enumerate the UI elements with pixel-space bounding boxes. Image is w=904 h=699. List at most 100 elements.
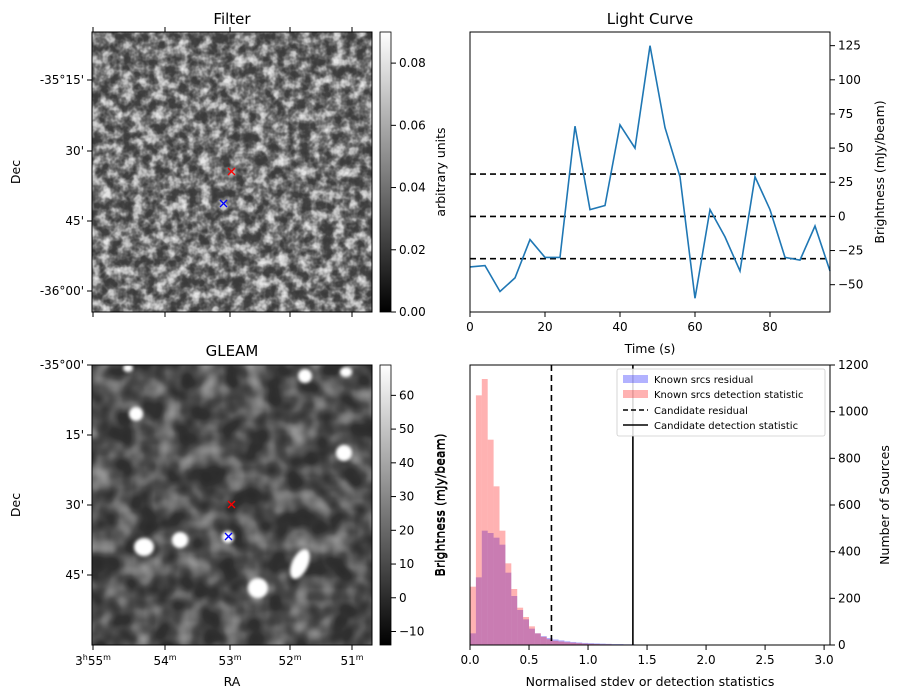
histogram-bar-detection <box>505 563 512 645</box>
filter-panel: Filter -35°15' 30' 45' -36°00' Dec 0.00 0.02… <box>8 10 448 319</box>
legend-label-candidate-residual: Candidate residual <box>654 406 748 417</box>
legend-label-residual: Known srcs residual <box>654 375 753 386</box>
light-curve-y-tick-label: 125 <box>838 39 861 53</box>
histogram-x-tick-label: 2.0 <box>697 653 716 667</box>
gleam-x-tick-label: 3h55m <box>75 653 111 668</box>
histogram-bar-residual <box>570 641 577 645</box>
histogram-bar-residual <box>475 577 482 645</box>
light-curve-x-tick-label: 80 <box>762 320 777 334</box>
filter-colorbar-ticks: 0.00 0.02 0.04 0.06 0.08 <box>391 56 426 319</box>
gleam-y-tick-label: 15' <box>65 428 84 442</box>
histogram-bar-residual <box>546 638 553 645</box>
gleam-colorbar-tick-label: 40 <box>399 456 414 470</box>
histogram-bar-detection <box>588 643 594 645</box>
filter-y-tick-label: 30' <box>65 144 84 158</box>
light-curve-xlabel: Time (s) <box>624 341 676 356</box>
histogram-y-ticks: 0 200 400 600 800 1000 1200 <box>830 358 869 652</box>
filter-colorbar-tick-label: 0.08 <box>399 56 426 70</box>
gleam-sources <box>123 364 352 598</box>
histogram-bar-residual <box>582 642 589 645</box>
legend-label-candidate-detection: Candidate detection statistic <box>654 421 798 432</box>
gleam-colorbar-tick-label: −10 <box>399 625 424 639</box>
histogram-panel: 0.0 0.5 1.0 1.5 2.0 2.5 3.0 0 200 400 600 800 1000 1… <box>432 358 892 689</box>
histogram-bar-residual <box>517 610 524 645</box>
gleam-x-tick-label: 53m <box>218 653 241 668</box>
histogram-bar-detection <box>517 607 524 645</box>
histogram-x-tick-label: 2.5 <box>756 653 775 667</box>
gleam-x-tick-label: 51m <box>340 653 363 668</box>
histogram-bar-detection <box>546 639 553 645</box>
histogram-bar-residual <box>505 572 512 645</box>
histogram-ylabel-right: Number of Sources <box>877 445 892 565</box>
histogram-bar-detection <box>475 395 482 645</box>
gleam-panel: GLEAM -35°00' 15' 30' 45' 3h55m 54m 53m 52m 51m… <box>8 342 448 689</box>
histogram-x-tick-label: 0.0 <box>460 653 479 667</box>
histogram-y-tick-label: 1000 <box>838 405 869 419</box>
histogram-bar-detection <box>564 642 571 645</box>
histogram-x-tick-label: 1.0 <box>578 653 597 667</box>
light-curve-x-tick-label: 60 <box>687 320 702 334</box>
gleam-title: GLEAM <box>206 342 259 360</box>
histogram-bar-detection <box>499 530 506 645</box>
histogram-bar-detection <box>534 633 541 645</box>
gleam-source <box>172 532 188 548</box>
histogram-bar-residual <box>576 642 583 645</box>
histogram-bar-detection <box>558 641 565 645</box>
gleam-source <box>298 369 312 383</box>
histogram-legend: Known srcs residual Known srcs detection… <box>616 368 826 437</box>
histogram-bar-detection <box>493 486 500 645</box>
gleam-blue-marker <box>224 532 233 541</box>
gleam-colorbar-tick-label: 20 <box>399 523 414 537</box>
histogram-y-tick-label: 600 <box>838 498 861 512</box>
light-curve-panel: Light Curve 0 20 40 60 80 −50 −25 0 25 50 75 100 12… <box>466 10 887 356</box>
light-curve-frame <box>469 31 831 313</box>
histogram-y-tick-label: 0 <box>838 638 846 652</box>
gleam-colorbar-label: Brightness (mJy/beam) <box>433 433 448 576</box>
filter-colorbar-tick-label: 0.06 <box>399 118 426 132</box>
gleam-x-ticks: 3h55m 54m 53m 52m 51m <box>75 645 364 668</box>
gleam-colorbar-ticks: −10 0 10 20 30 40 50 60 <box>391 388 424 639</box>
histogram-bar-detection <box>470 586 476 645</box>
light-curve-y-tick-label: 25 <box>838 175 853 189</box>
light-curve-y-tick-label: −50 <box>838 278 863 292</box>
light-curve-x-tick-label: 20 <box>537 320 552 334</box>
light-curve-y-ticks: −50 −25 0 25 50 75 100 125 <box>830 39 863 292</box>
light-curve-x-ticks: 0 20 40 60 80 <box>466 312 778 334</box>
histogram-bar-detection <box>540 636 547 645</box>
legend-swatch-detection <box>623 390 648 398</box>
light-curve-series-line <box>469 45 831 299</box>
light-curve-y-tick-label: −25 <box>838 244 863 258</box>
histogram-bars <box>470 379 648 645</box>
light-curve-x-tick-label: 40 <box>612 320 627 334</box>
filter-colorbar <box>379 31 392 313</box>
gleam-source <box>290 549 310 579</box>
histogram-x-tick-label: 1.5 <box>638 653 657 667</box>
light-curve-x-tick-label: 0 <box>466 320 474 334</box>
light-curve-y-tick-label: 50 <box>838 141 853 155</box>
histogram-xlabel: Normalised stdev or detection statistics <box>526 674 775 689</box>
histogram-bar-residual <box>499 544 506 645</box>
legend-box <box>616 368 826 437</box>
legend-swatch-residual <box>623 375 648 383</box>
light-curve-plot-area <box>470 32 830 312</box>
histogram-y-tick-label: 1200 <box>838 358 869 372</box>
histogram-bar-residual <box>558 640 565 645</box>
histogram-ylabel-left: Brightness (mJy/beam) <box>432 433 447 576</box>
gleam-source <box>336 445 352 461</box>
histogram-y-tick-label: 200 <box>838 591 861 605</box>
filter-y-tick-label: -36°00' <box>40 284 84 298</box>
filter-y-tick-label: -35°15' <box>40 73 84 87</box>
gleam-colorbar-tick-label: 50 <box>399 422 414 436</box>
gleam-colorbar-tick-label: 0 <box>399 591 407 605</box>
gleam-source <box>340 367 352 377</box>
histogram-bar-residual <box>481 530 488 645</box>
filter-y-ticks: -35°15' 30' 45' -36°00' <box>40 73 92 298</box>
light-curve-y-tick-label: 75 <box>838 107 853 121</box>
filter-blue-marker <box>219 199 228 208</box>
gleam-xlabel: RA <box>224 674 241 689</box>
gleam-y-tick-label: 45' <box>65 568 84 582</box>
histogram-x-tick-label: 3.0 <box>815 653 834 667</box>
light-curve-y-tick-label: 100 <box>838 73 861 87</box>
histogram-bar-detection <box>552 640 559 645</box>
gleam-source <box>134 538 154 556</box>
